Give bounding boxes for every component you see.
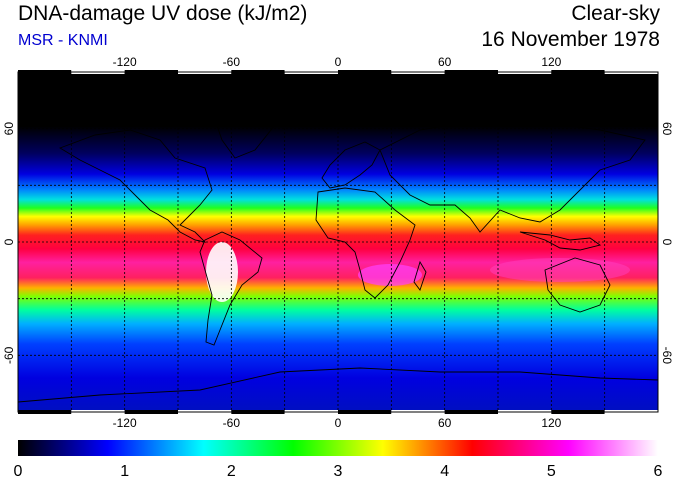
coastline-greenland [214, 111, 276, 159]
longitude-tick-label: -60 [223, 55, 241, 69]
high-dose-patch-southern-africa [358, 264, 422, 286]
colorbar-tick-label: 0 [14, 463, 23, 480]
coastline-madagascar [413, 260, 427, 291]
latitude-tick-label: 60 [660, 122, 674, 136]
sky-condition-label: Clear-sky [571, 2, 660, 25]
colorbar-tick-label: 5 [547, 463, 556, 480]
longitude-tick-label: -60 [223, 416, 241, 430]
longitude-tick-label: 0 [335, 416, 342, 430]
longitude-tick-label: 0 [335, 55, 342, 69]
longitude-tick-label: 120 [541, 55, 561, 69]
longitude-labels-top: -120 -60 0 60 120 [113, 55, 562, 69]
longitude-tick-label: 60 [438, 416, 452, 430]
latitude-labels-left: 60 0 -60 [2, 122, 16, 364]
map-title: DNA-damage UV dose (kJ/m2) [18, 2, 308, 25]
colorbar-tick-label: 1 [120, 463, 129, 480]
latitude-tick-label: 60 [2, 122, 16, 136]
coastline-south-america [199, 231, 263, 346]
latitude-labels-right: 60 0 -60 [660, 122, 674, 364]
longitude-labels-bottom: -120 -60 0 60 120 [113, 416, 562, 430]
latitude-tick-label: 0 [660, 239, 674, 246]
longitude-tick-label: 60 [438, 55, 452, 69]
source-label: MSR - KNMI [18, 32, 108, 49]
coastline-antarctica [18, 367, 658, 403]
high-dose-patch-south-america [206, 242, 238, 302]
latitude-tick-label: -60 [2, 346, 16, 364]
coastline-africa [315, 187, 416, 299]
graticule [18, 72, 658, 412]
colorbar [18, 440, 658, 456]
latitude-tick-label: -60 [660, 347, 674, 365]
colorbar-tick-label: 2 [227, 463, 236, 480]
colorbar-tick-label: 6 [654, 463, 663, 480]
colorbar-tick-label: 4 [440, 463, 449, 480]
longitude-tick-label: -120 [113, 416, 137, 430]
colorbar-labels: 0 1 2 3 4 5 6 [14, 463, 663, 480]
longitude-tick-label: -120 [113, 55, 137, 69]
coastlines [18, 111, 658, 403]
colorbar-tick-label: 3 [334, 463, 343, 480]
coastline-europe [321, 141, 381, 189]
date-label: 16 November 1978 [481, 28, 660, 51]
map-frame [17, 71, 659, 413]
longitude-tick-label: 120 [541, 416, 561, 430]
latitude-tick-label: 0 [2, 238, 16, 245]
high-dose-patch-indian-ocean [490, 258, 630, 282]
coastline-asia [379, 119, 646, 233]
coastline-indonesia [519, 231, 602, 251]
coastline-australia [544, 257, 611, 313]
